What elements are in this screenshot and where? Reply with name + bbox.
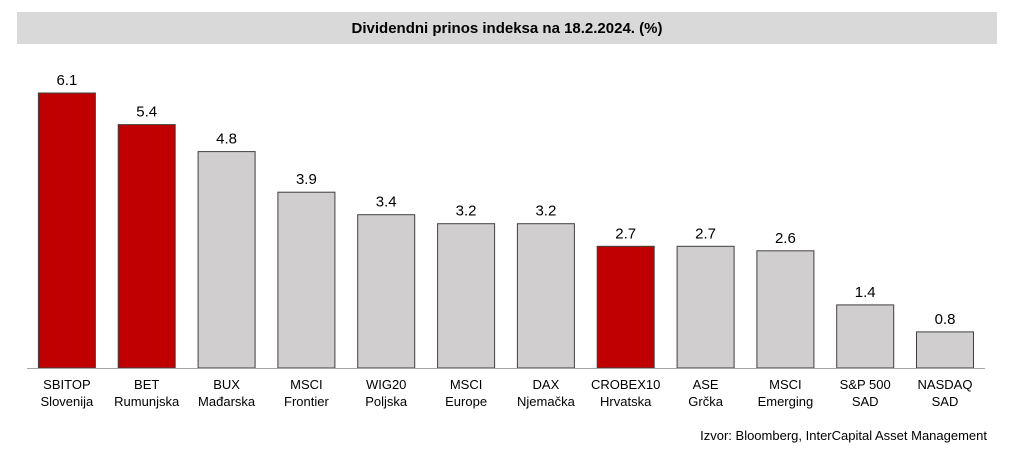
bar [836,304,895,369]
data-label: 3.2 [456,203,477,220]
category-label: MSCI [769,377,802,392]
data-label: 2.7 [615,225,636,242]
category-label: BET [134,377,159,392]
bar [277,191,336,369]
chart-title: Dividendni prinos indeksa na 18.2.2024. … [351,19,663,37]
category-label: SBITOP [43,377,90,392]
category-label: Poljska [365,394,408,409]
data-label: 3.4 [376,194,397,211]
bar [197,151,256,369]
category-label: SAD [852,394,879,409]
category-label: Rumunjska [114,394,180,409]
category-label: Mađarska [198,394,256,409]
category-label: Grčka [688,394,723,409]
source-note: Izvor: Bloomberg, InterCapital Asset Man… [700,428,987,443]
bar [117,124,176,369]
category-label: MSCI [290,377,323,392]
data-label: 4.8 [216,131,237,148]
bar [756,250,815,369]
category-label: S&P 500 [840,377,891,392]
category-label: ASE [693,377,719,392]
category-label: Njemačka [517,394,576,409]
category-label: WIG20 [366,377,406,392]
chart-title-bar: Dividendni prinos indeksa na 18.2.2024. … [17,12,997,44]
data-label: 1.4 [855,284,876,301]
bar [916,331,974,369]
category-label: Emerging [758,394,814,409]
bar [516,223,575,369]
category-label: SAD [932,394,959,409]
category-label: Europe [445,394,487,409]
category-label: BUX [213,377,240,392]
data-label: 3.2 [535,203,556,220]
category-label: MSCI [450,377,483,392]
bar [676,245,735,369]
category-label: DAX [533,377,560,392]
bar [596,245,655,369]
data-label: 0.8 [935,311,956,328]
data-label: 6.1 [56,72,77,89]
bar [437,223,496,369]
data-label: 2.6 [775,230,796,247]
data-label: 5.4 [136,104,157,121]
bar [357,214,416,369]
category-label: Hrvatska [600,394,652,409]
data-label: 2.7 [695,225,716,242]
bar [37,92,96,369]
category-label: Slovenija [41,394,95,409]
category-label: CROBEX10 [591,377,660,392]
data-label: 3.9 [296,171,317,188]
category-label: Frontier [284,394,329,409]
category-label: NASDAQ [918,377,973,392]
